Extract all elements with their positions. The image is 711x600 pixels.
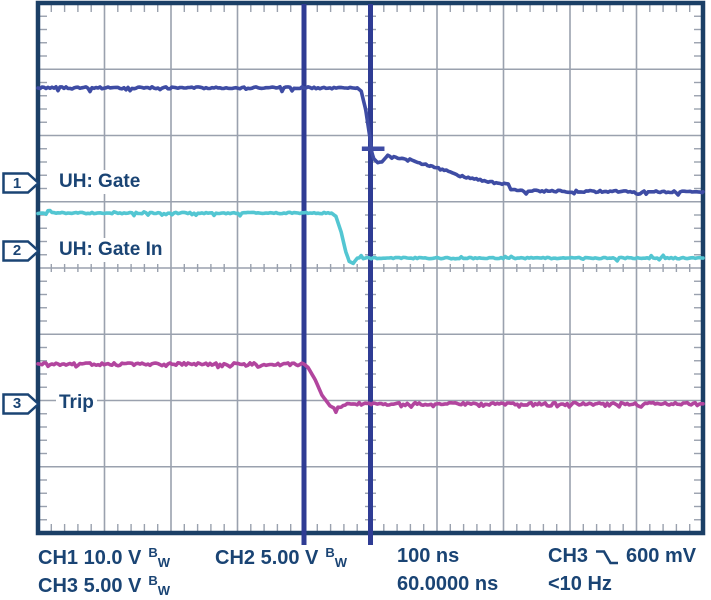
bw-b: B [148,573,158,588]
channel-2-number: 2 [12,242,22,260]
trigger-readout: CH3 600 mV [548,545,696,568]
bandwidth-limit-indicator: BW [148,545,170,570]
ch2-trace [36,208,705,266]
trigger-frequency-readout: <10 Hz [548,573,612,595]
timebase-readout: 100 ns [397,545,460,567]
ch3-trace [36,360,705,415]
ch1-scale-readout: CH1 10.0 V BW [38,545,170,570]
bw-b: B [148,545,158,560]
ch2-scale-readout: CH2 5.00 V BW [215,545,347,570]
channel-2-label: UH: Gate In [56,237,166,262]
ch2-scale-text: CH2 5.00 V [215,547,319,569]
channel-marker-arrow-icon [2,172,40,194]
channel-1-marker: 1 [2,172,40,194]
bandwidth-limit-indicator: BW [325,545,347,570]
bandwidth-limit-indicator: BW [148,573,170,598]
trigger-source-text: CH3 [548,545,589,567]
channel-marker-arrow-icon [2,393,40,415]
ch1-scale-text: CH1 10.0 V [38,547,142,569]
ch3-scale-readout: CH3 5.00 V BW [38,573,170,598]
delay-readout: 60.0000 ns [397,573,499,595]
channel-marker-arrow-icon [2,240,40,262]
channel-2-marker: 2 [2,240,40,262]
channel-3-marker: 3 [2,393,40,415]
falling-edge-trigger-icon [596,549,619,564]
bw-w: W [157,583,171,598]
ch1-trace [36,85,705,197]
channel-3-number: 3 [12,395,22,413]
ch3-scale-text: CH3 5.00 V [38,575,142,597]
bw-b: B [325,545,335,560]
bw-w: W [334,555,348,570]
channel-1-label: UH: Gate [56,170,144,195]
channel-1-number: 1 [12,174,22,192]
bw-w: W [157,555,171,570]
trigger-level-text: 600 mV [626,545,697,567]
channel-3-label: Trip [56,390,97,415]
